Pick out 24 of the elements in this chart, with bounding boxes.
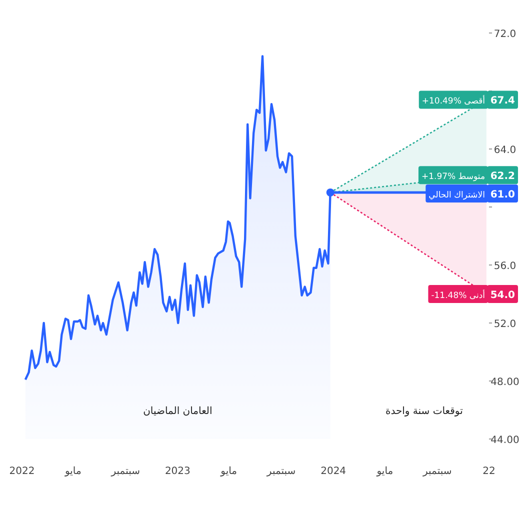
annotation: توقعات سنة واحدة [385, 406, 464, 417]
y-tick-label: 48.00 [490, 377, 520, 388]
y-tick-label: 72.0 [494, 29, 516, 40]
x-tick-label: سبتمبر [266, 466, 296, 477]
x-tick-label: سبتمبر [422, 466, 452, 477]
legend-label: -11.48% أدنى [431, 289, 485, 301]
annotation: العامان الماضيان [143, 406, 212, 417]
y-tick-label: 52.0 [494, 319, 516, 330]
y-tick-label: 64.0 [494, 145, 516, 156]
data-label: 62.2 [490, 171, 516, 182]
x-tick-label: 22 [482, 466, 496, 477]
x-tick-label: مايو [64, 466, 82, 477]
x-tick-label: سبتمبر [110, 466, 140, 477]
y-tick-label: 44.00 [490, 435, 520, 446]
data-label: 67.4 [490, 96, 516, 107]
data-label: 54.0 [490, 290, 516, 301]
y-tick-label: 56.0 [494, 261, 516, 272]
annotation: 61.0 [490, 190, 516, 200]
ref-line-label: الاشتراك الحالي [428, 190, 485, 200]
x-tick-label: مايو [220, 466, 238, 477]
x-tick-label: 2024 [320, 466, 346, 477]
x-tick-label: 2023 [164, 466, 190, 477]
x-tick-label: 2022 [9, 466, 35, 477]
x-tick-label: مايو [376, 466, 394, 477]
